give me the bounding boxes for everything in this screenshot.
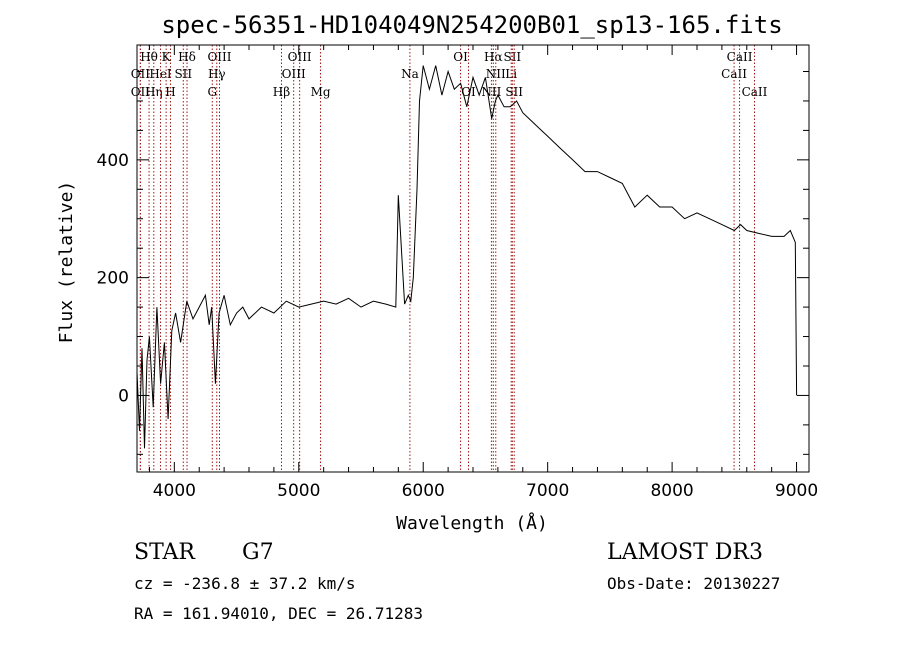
x-tick-label: 4000 (153, 481, 196, 501)
spectral-line-label: Hη (145, 85, 163, 99)
spectral-line-label: CaII (727, 50, 753, 64)
axis-ticks: 4000 5000 6000 7000 8000 9000 0 200 400 (97, 45, 818, 501)
x-tick-label: 5000 (277, 481, 320, 501)
spectral-line-label: Mg (311, 85, 331, 99)
spectral-line-label: NII (481, 85, 501, 99)
object-class: STAR (134, 540, 196, 565)
x-tick-label: 9000 (775, 481, 818, 501)
x-axis-label: Wavelength (Å) (396, 512, 548, 534)
y-tick-label: 200 (97, 269, 129, 289)
spectral-line-label: Hβ (273, 85, 290, 99)
y-tick-label: 0 (118, 386, 129, 406)
chart-title: spec-56351-HD104049N254200B01_sp13-165.f… (161, 11, 782, 39)
spectral-line-label: Hγ (208, 67, 226, 81)
spectral-line-label: HeI (149, 67, 172, 81)
spectral-line-label: SII (505, 85, 523, 99)
x-tick-label: 7000 (526, 481, 569, 501)
spectral-line-markers: OIIOIIHθHηHeIKHSIIHδGHγOIIIHβOIIIOIIIMgN… (131, 45, 768, 472)
spectral-line-label: Li (505, 67, 517, 81)
survey-name: LAMOST DR3 (607, 540, 763, 565)
object-subclass: G7 (242, 540, 274, 565)
x-tick-label: 8000 (650, 481, 693, 501)
y-tick-label: 400 (97, 151, 129, 171)
y-axis-label: Flux (relative) (56, 181, 77, 344)
spectral-line-label: SII (174, 67, 192, 81)
spectral-line-label: OIII (282, 67, 306, 81)
plot-frame (136, 44, 810, 473)
redshift-velocity: cz = -236.8 ± 37.2 km/s (134, 574, 356, 593)
spectral-line-label: K (162, 50, 172, 64)
x-tick-label: 6000 (402, 481, 445, 501)
ra-dec-coordinates: RA = 161.94010, DEC = 26.71283 (134, 604, 423, 623)
spectral-line-label: OII (131, 85, 151, 99)
spectral-line-label: Hθ (140, 50, 158, 64)
spectral-line-label: Na (401, 67, 419, 81)
spectral-line-label: OI (461, 85, 476, 99)
spectral-line-label: G (207, 85, 217, 99)
spectral-line-label: Hδ (178, 50, 196, 64)
spectral-line-label: NII (486, 67, 506, 81)
spectrum-series-line (136, 65, 798, 449)
spectral-line-label: OI (453, 50, 468, 64)
spectral-line-label: Hα (484, 50, 503, 64)
spectral-line-label: OIII (288, 50, 312, 64)
observation-date: Obs-Date: 20130227 (607, 574, 780, 593)
spectral-line-label: CaII (742, 85, 768, 99)
spectral-line-label: CaII (721, 67, 747, 81)
spectral-line-label: SII (503, 50, 521, 64)
spectral-line-label: OIII (207, 50, 231, 64)
spectral-line-label: H (165, 85, 175, 99)
